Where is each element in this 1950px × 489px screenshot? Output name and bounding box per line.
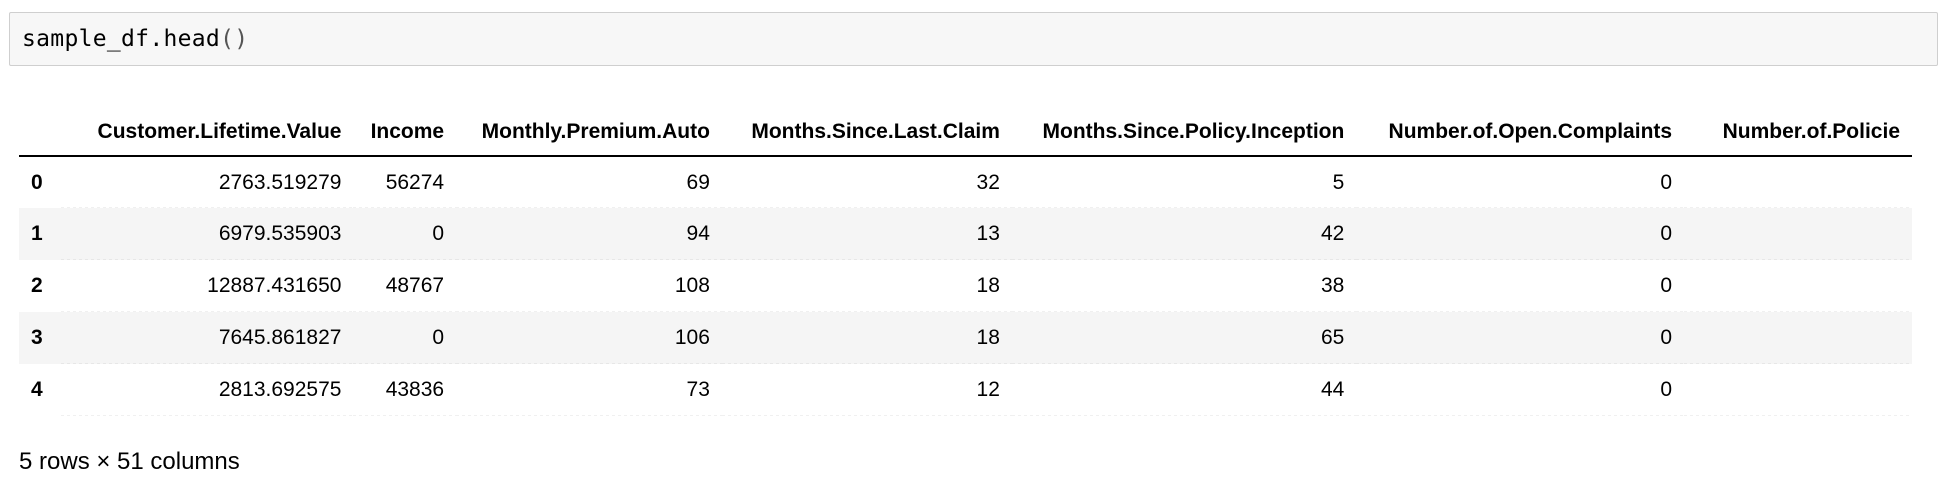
column-header: Income: [353, 108, 457, 157]
code-input[interactable]: sample_df.head(): [22, 26, 248, 52]
table-cell: 7645.861827: [60, 312, 354, 364]
table-cell: 0: [1356, 156, 1685, 208]
column-header: Number.of.Policie: [1684, 108, 1912, 157]
table-cell: [1684, 312, 1912, 364]
table-cell: 65: [1011, 312, 1357, 364]
row-index: 2: [31, 274, 43, 297]
table-cell: 108: [456, 260, 722, 312]
code-text: sample_df.head: [22, 26, 221, 52]
column-header: Customer.Lifetime.Value: [60, 108, 354, 157]
code-cell[interactable]: sample_df.head(): [9, 12, 1938, 66]
table-cell: 6979.535903: [60, 208, 354, 260]
table-cell: 13: [721, 208, 1012, 260]
row-index: 3: [31, 326, 43, 349]
table-shape-summary: 5 rows × 51 columns: [19, 448, 240, 475]
table-cell: 0: [1356, 260, 1685, 312]
column-header: Number.of.Open.Complaints: [1356, 108, 1685, 157]
table-cell: 2813.692575: [60, 364, 354, 416]
row-index: 0: [31, 170, 43, 194]
table-cell: 44: [1011, 364, 1357, 416]
table-cell: [1684, 260, 1912, 312]
table-cell: 32: [721, 156, 1012, 208]
table-row: 4 2813.692575 43836 73 12 44 0: [19, 364, 1912, 416]
dataframe-table: Customer.Lifetime.Value Income Monthly.P…: [19, 108, 1912, 416]
table-cell: 42: [1011, 208, 1357, 260]
index-header: [19, 108, 61, 157]
column-header: Months.Since.Policy.Inception: [1011, 108, 1357, 157]
table-cell: 43836: [353, 364, 457, 416]
table-cell: 2763.519279: [60, 156, 354, 208]
table-row: 2 12887.431650 48767 108 18 38 0: [19, 260, 1912, 312]
table-cell: 38: [1011, 260, 1357, 312]
table-row: 1 6979.535903 0 94 13 42 0: [19, 208, 1912, 260]
table-cell: 0: [1356, 364, 1685, 416]
table-row: 3 7645.861827 0 106 18 65 0: [19, 312, 1912, 364]
table-header-row: Customer.Lifetime.Value Income Monthly.P…: [19, 108, 1912, 157]
table-cell: [1684, 156, 1912, 208]
table-cell: [1684, 208, 1912, 260]
table-cell: 48767: [353, 260, 457, 312]
table-cell: 12887.431650: [60, 260, 354, 312]
column-header: Monthly.Premium.Auto: [456, 108, 722, 157]
table-cell: [1684, 364, 1912, 416]
table-cell: 12: [721, 364, 1012, 416]
column-header: Months.Since.Last.Claim: [721, 108, 1012, 157]
table-cell: 18: [721, 260, 1012, 312]
row-index: 1: [31, 222, 43, 245]
table-cell: 18: [721, 312, 1012, 364]
table-cell: 0: [1356, 312, 1685, 364]
table-cell: 0: [1356, 208, 1685, 260]
row-index: 4: [31, 378, 43, 401]
table-row: 0 2763.519279 56274 69 32 5 0: [19, 156, 1912, 208]
code-parens: (): [220, 26, 249, 52]
table-cell: 0: [353, 208, 457, 260]
table-cell: 5: [1011, 156, 1357, 208]
table-cell: 106: [456, 312, 722, 364]
table-cell: 56274: [353, 156, 457, 208]
table-cell: 73: [456, 364, 722, 416]
table-cell: 0: [353, 312, 457, 364]
output-area: Customer.Lifetime.Value Income Monthly.P…: [19, 108, 1912, 418]
table-cell: 69: [456, 156, 722, 208]
table-cell: 94: [456, 208, 722, 260]
